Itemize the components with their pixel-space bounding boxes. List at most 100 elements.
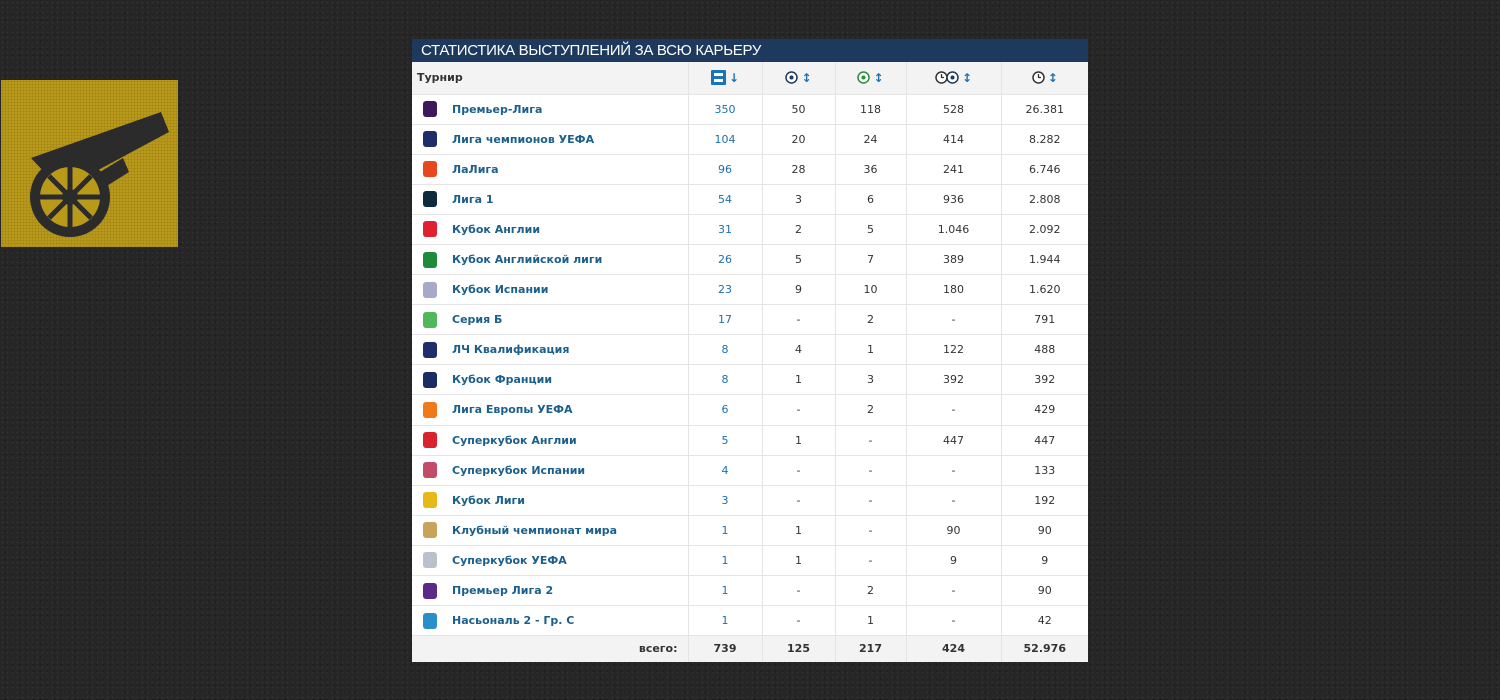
competition-link[interactable]: Кубок Лиги	[452, 493, 525, 507]
competition-logo-cell	[412, 154, 448, 185]
competition-logo-cell	[412, 575, 448, 607]
minutes-played-cell: 429	[1001, 394, 1089, 426]
appearances-link[interactable]: 1	[721, 523, 729, 537]
competition-link[interactable]: Насьональ 2 - Гр. С	[452, 614, 575, 628]
competition-name-cell: Насьональ 2 - Гр. С	[448, 605, 689, 637]
total-minutes-played: 52.976	[1023, 642, 1066, 656]
column-minutes-per-goal[interactable]: ↕	[906, 62, 1002, 95]
appearances-link[interactable]: 6	[721, 403, 729, 417]
competition-logo-icon	[423, 432, 437, 449]
appearances-cell: 54	[688, 184, 763, 215]
appearances-link[interactable]: 23	[718, 283, 733, 297]
appearances-link[interactable]: 26	[718, 253, 733, 267]
appearances-link[interactable]: 31	[718, 222, 733, 236]
competition-logo-icon	[423, 311, 437, 328]
table-row: Суперкубок Испании 4- - -133	[412, 455, 1089, 486]
competition-link[interactable]: Серия Б	[452, 313, 503, 327]
assists-cell: 1	[835, 334, 907, 366]
appearances-link[interactable]: 96	[718, 162, 733, 176]
totals-row: всего: 739 125 217 424 52.976	[412, 635, 1089, 662]
competition-link[interactable]: Суперкубок Англии	[452, 433, 577, 447]
table-row: Насьональ 2 - Гр. С 1-1-42	[412, 605, 1089, 637]
competition-logo-icon	[423, 341, 437, 358]
competition-link[interactable]: Премьер Лига 2	[452, 584, 554, 598]
column-minutes-played[interactable]: ↕	[1001, 62, 1089, 95]
table-row: Лига Европы УЕФА 6-2-429	[412, 394, 1089, 426]
minutes-played-icon	[1031, 71, 1045, 84]
appearances-link[interactable]: 1	[721, 614, 729, 628]
appearances-link[interactable]: 4	[721, 463, 729, 477]
competition-link[interactable]: ЛЧ Квалификация	[452, 343, 570, 357]
section-title: СТАТИСТИКА ВЫСТУПЛЕНИЙ ЗА ВСЮ КАРЬЕРУ	[412, 39, 1088, 62]
competition-logo-icon	[423, 191, 437, 208]
appearances-link[interactable]: 1	[721, 553, 729, 567]
competition-logo-cell	[412, 214, 448, 245]
competition-name-cell: Премьер Лига 2	[448, 575, 689, 607]
goals-cell: 4	[762, 334, 836, 366]
goals-cell: -	[762, 575, 836, 607]
competition-logo-cell	[412, 274, 448, 306]
goals-cell: 1	[762, 545, 836, 577]
competition-link[interactable]: Кубок Англии	[452, 222, 541, 236]
competition-logo-cell	[412, 394, 448, 426]
sort-icon[interactable]: ↕	[801, 70, 812, 85]
competition-logo-icon	[423, 221, 437, 238]
sort-icon[interactable]: ↕	[1047, 70, 1058, 85]
appearances-cell: 3	[688, 485, 763, 516]
minutes-per-goal-cell: 241	[906, 154, 1002, 185]
goals-cell: 1	[762, 515, 836, 546]
competition-link[interactable]: Суперкубок УЕФА	[452, 553, 567, 567]
competition-link[interactable]: Лига Европы УЕФА	[452, 403, 573, 417]
appearances-link[interactable]: 3	[721, 493, 729, 507]
appearances-link[interactable]: 17	[718, 313, 733, 327]
sort-desc-icon[interactable]: ↓	[728, 70, 740, 85]
total-minutes-per-goal: 424	[906, 635, 1002, 662]
appearances-link[interactable]: 1	[721, 584, 729, 598]
appearances-link[interactable]: 8	[721, 373, 729, 387]
competition-logo-icon	[423, 161, 437, 178]
column-assists[interactable]: ↕	[835, 62, 907, 95]
minutes-per-goal-cell: 180	[906, 274, 1002, 306]
minutes-played-cell: 6.746	[1001, 154, 1089, 185]
competition-link[interactable]: Лига 1	[452, 192, 494, 206]
appearances-link[interactable]: 8	[721, 343, 729, 357]
competition-logo-icon	[423, 401, 437, 418]
sort-icon[interactable]: ↕	[961, 70, 973, 85]
minutes-played-cell: 9	[1001, 545, 1089, 577]
appearances-cell: 8	[688, 334, 763, 366]
competition-link[interactable]: Кубок Английской лиги	[452, 253, 603, 267]
appearances-link[interactable]: 350	[714, 102, 736, 116]
competition-link[interactable]: Премьер-Лига	[452, 102, 543, 116]
competition-link[interactable]: Клубный чемпионат мира	[452, 523, 618, 537]
minutes-played-cell: 392	[1001, 364, 1089, 396]
competition-logo-cell	[412, 455, 448, 486]
column-goals[interactable]: ↕	[762, 62, 836, 95]
appearances-cell: 1	[688, 515, 763, 546]
competition-link[interactable]: Кубок Франции	[452, 373, 553, 387]
minutes-per-goal-cell: 9	[906, 545, 1002, 577]
stats-table: Турнир ↓ ↕	[412, 62, 1089, 662]
appearances-link[interactable]: 54	[718, 192, 733, 206]
appearances-link[interactable]: 5	[721, 433, 729, 447]
minutes-played-cell: 26.381	[1001, 94, 1089, 125]
competition-logo-cell	[412, 425, 448, 456]
appearances-cell: 6	[688, 394, 763, 426]
competition-logo-cell	[412, 244, 448, 276]
minutes-per-goal-cell: 1.046	[906, 214, 1002, 245]
sort-icon[interactable]: ↕	[873, 70, 884, 85]
competition-link[interactable]: Лига чемпионов УЕФА	[452, 132, 595, 146]
total-assists: 217	[835, 635, 907, 662]
minutes-per-goal-cell: 447	[906, 425, 1002, 456]
competition-name-cell: Суперкубок Англии	[448, 425, 689, 456]
table-row: Лига чемпионов УЕФА 104 20 24 414 8.282	[412, 124, 1089, 155]
appearances-icon	[710, 70, 726, 86]
competition-link[interactable]: Суперкубок Испании	[452, 463, 586, 477]
competition-logo-icon	[423, 462, 437, 479]
column-appearances[interactable]: ↓	[688, 62, 763, 95]
table-header-row: Турнир ↓ ↕	[412, 62, 1089, 95]
assists-cell: -	[835, 545, 907, 577]
competition-link[interactable]: Кубок Испании	[452, 283, 549, 297]
competition-name-cell: Лига 1	[448, 184, 689, 215]
competition-link[interactable]: ЛаЛига	[452, 162, 499, 176]
appearances-link[interactable]: 104	[714, 132, 736, 146]
